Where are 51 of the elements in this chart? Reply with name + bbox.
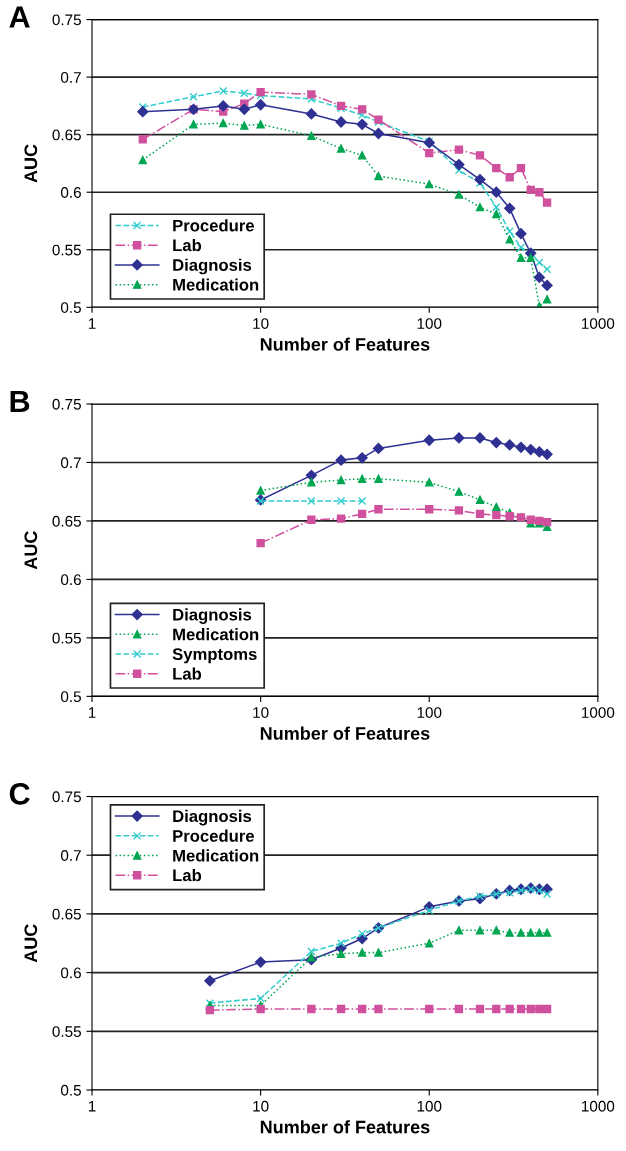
y-axis-title: AUC	[24, 531, 38, 570]
x-tick-label: 1000	[582, 1100, 615, 1112]
legend-label: Lab	[173, 667, 202, 680]
x-axis-title: Number of Features	[260, 726, 430, 740]
chart-title: A	[9, 6, 30, 28]
y-tick-label: 0.6	[60, 574, 81, 586]
x-tick-label: 1	[88, 1100, 96, 1112]
x-tick-label: 10	[253, 1100, 269, 1112]
legend-label: Procedure	[173, 219, 255, 232]
y-tick-label: 0.7	[60, 457, 81, 469]
legend-label: Lab	[173, 238, 202, 252]
legend-label: Procedure	[173, 829, 255, 842]
legend-label: Medication	[173, 849, 259, 862]
legend-label: Symptoms	[172, 648, 257, 664]
x-tick-label: 1	[88, 707, 96, 718]
x-tick-label: 100	[417, 1100, 442, 1112]
x-tick-label: 10	[253, 707, 269, 718]
chart-title: C	[9, 783, 30, 805]
legend-label: Diagnosis	[173, 608, 252, 624]
x-tick-label: 100	[417, 318, 442, 329]
y-tick-label: 0.55	[52, 632, 81, 644]
y-tick-label: 0.5	[60, 1084, 81, 1096]
y-tick-label: 0.55	[52, 1026, 81, 1037]
y-tick-label: 0.6	[60, 187, 81, 198]
x-tick-label: 100	[417, 707, 442, 718]
y-tick-label: 0.6	[60, 967, 81, 979]
y-tick-label: 0.5	[60, 691, 81, 703]
legend-label: Medication	[173, 278, 259, 291]
x-tick-label: 1000	[582, 707, 615, 718]
y-tick-label: 0.65	[52, 129, 81, 141]
y-tick-label: 0.5	[60, 302, 81, 313]
y-axis-title: AUC	[24, 924, 38, 963]
y-tick-label: 0.65	[52, 908, 81, 920]
legend-label: Diagnosis	[173, 809, 252, 826]
x-tick-label: 10	[253, 318, 269, 329]
x-tick-label: 1	[88, 318, 96, 329]
y-tick-label: 0.55	[52, 244, 81, 256]
x-axis-title: Number of Features	[260, 1120, 430, 1134]
y-tick-label: 0.75	[52, 398, 81, 410]
y-tick-label: 0.75	[52, 791, 81, 803]
y-tick-label: 0.7	[60, 71, 81, 83]
x-tick-label: 1000	[582, 318, 615, 329]
legend-label: Lab	[173, 869, 202, 882]
x-axis-title: Number of Features	[260, 337, 430, 351]
y-axis-title: AUC	[24, 144, 38, 183]
y-tick-label: 0.75	[52, 14, 81, 26]
legend-label: Diagnosis	[173, 258, 252, 275]
legend-label: Medication	[173, 628, 259, 641]
y-tick-label: 0.65	[52, 515, 81, 527]
y-tick-label: 0.7	[60, 850, 81, 861]
chart-title: B	[10, 390, 30, 412]
